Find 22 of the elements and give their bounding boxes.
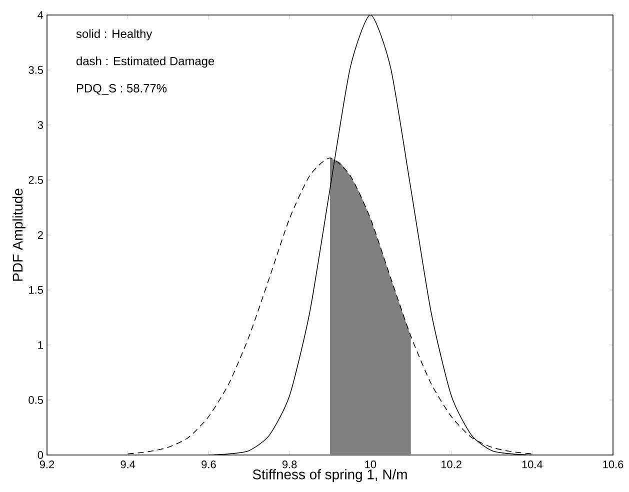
x-tick-label: 10.6 — [603, 460, 624, 468]
y-tick-label: 4 — [38, 11, 44, 19]
x-tick-label: 10.2 — [441, 460, 462, 468]
y-tick-label: 2.5 — [28, 176, 44, 184]
y-tick-label: 3 — [38, 121, 43, 129]
x-tick-label: 9.8 — [282, 460, 297, 468]
y-axis-title: PDF Amplitude — [12, 188, 26, 281]
x-axis-title: Stiffness of spring 1, N/m — [252, 469, 407, 482]
y-tick-label: 0 — [38, 451, 44, 459]
y-tick-label: 1 — [38, 341, 43, 349]
y-tick-label: 0.5 — [28, 396, 44, 404]
annotation: solid : Healthy — [76, 29, 152, 40]
x-tick-label: 10.4 — [522, 460, 542, 468]
x-tick-label: 9.2 — [40, 460, 54, 468]
y-tick-label: 3.5 — [28, 66, 44, 74]
annotation: dash : Estimated Damage — [76, 56, 214, 68]
x-tick-label: 10 — [365, 460, 376, 468]
annotation: PDQ_S : 58.77% — [76, 84, 167, 95]
y-tick-label: 2 — [38, 231, 43, 239]
y-tick-label: 1.5 — [29, 286, 44, 294]
x-tick-label: 9.6 — [202, 460, 216, 468]
x-tick-label: 9.4 — [120, 460, 136, 468]
